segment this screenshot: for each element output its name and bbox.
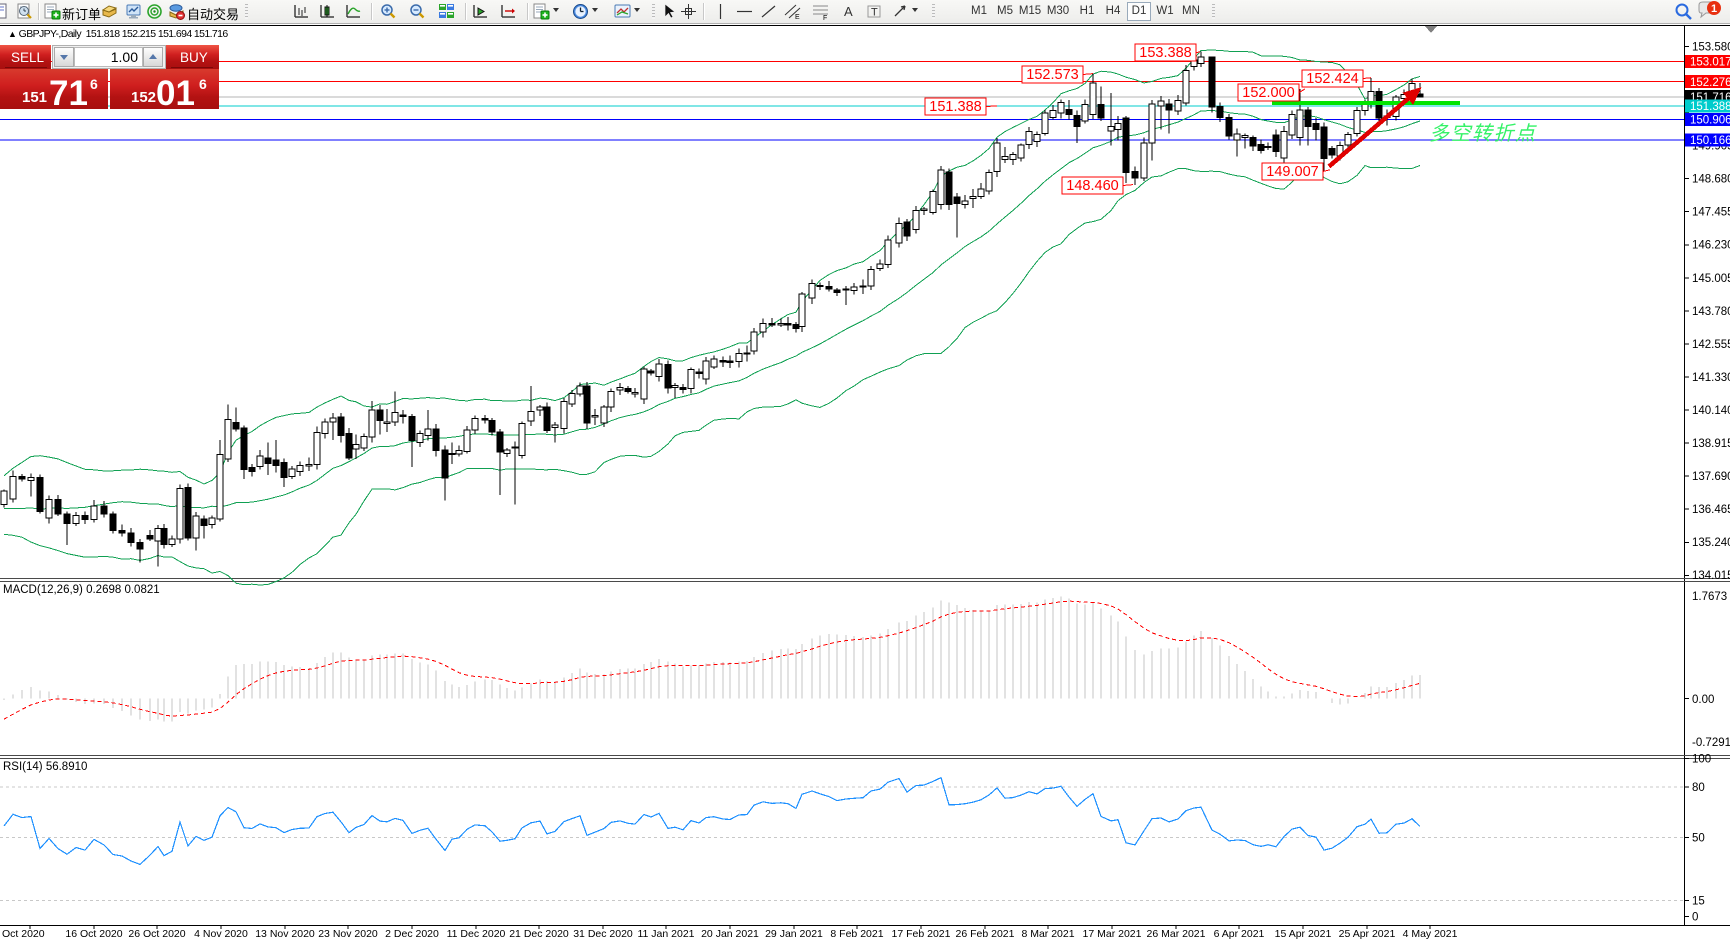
svg-text:152.424: 152.424 bbox=[1306, 71, 1358, 87]
svg-text:140.140: 140.140 bbox=[1692, 405, 1730, 417]
svg-text:26 Oct 2020: 26 Oct 2020 bbox=[128, 928, 185, 940]
svg-text:1.7673: 1.7673 bbox=[1692, 591, 1727, 603]
svg-text:16 Oct 2020: 16 Oct 2020 bbox=[65, 928, 122, 940]
svg-text:0: 0 bbox=[1692, 911, 1698, 923]
svg-text:6 Apr 2021: 6 Apr 2021 bbox=[1214, 928, 1265, 940]
svg-text:8 Mar 2021: 8 Mar 2021 bbox=[1021, 928, 1074, 940]
svg-text:T: T bbox=[871, 7, 878, 19]
svg-text:8 Feb 2021: 8 Feb 2021 bbox=[830, 928, 883, 940]
svg-text:E: E bbox=[795, 14, 800, 20]
svg-text:150.906: 150.906 bbox=[1690, 115, 1730, 127]
svg-text:多空转折点: 多空转折点 bbox=[1429, 123, 1537, 145]
svg-text:11 Jan 2021: 11 Jan 2021 bbox=[637, 928, 694, 940]
svg-text:4 Nov 2020: 4 Nov 2020 bbox=[194, 928, 248, 940]
svg-text:148.460: 148.460 bbox=[1066, 178, 1118, 194]
svg-text:4 May 2021: 4 May 2021 bbox=[1403, 928, 1458, 940]
svg-text:100: 100 bbox=[1692, 754, 1711, 766]
svg-text:A: A bbox=[844, 4, 853, 19]
svg-text:148.680: 148.680 bbox=[1692, 174, 1730, 186]
svg-text:13 Nov 2020: 13 Nov 2020 bbox=[255, 928, 315, 940]
svg-text:Oct 2020: Oct 2020 bbox=[2, 928, 45, 940]
svg-text:134.015: 134.015 bbox=[1692, 570, 1730, 582]
svg-text:153.388: 153.388 bbox=[1139, 45, 1191, 61]
svg-text:29 Jan 2021: 29 Jan 2021 bbox=[765, 928, 823, 940]
svg-text:141.330: 141.330 bbox=[1692, 372, 1730, 384]
svg-text:137.690: 137.690 bbox=[1692, 471, 1730, 483]
svg-text:1: 1 bbox=[1711, 3, 1717, 15]
svg-text:152.276: 152.276 bbox=[1690, 77, 1730, 89]
svg-text:153.017: 153.017 bbox=[1690, 57, 1730, 69]
svg-text:50: 50 bbox=[1692, 833, 1705, 845]
svg-text:80: 80 bbox=[1692, 782, 1705, 794]
svg-text:25 Apr 2021: 25 Apr 2021 bbox=[1339, 928, 1396, 940]
svg-text:15: 15 bbox=[1692, 896, 1705, 908]
svg-text:F: F bbox=[823, 15, 827, 20]
svg-text:135.240: 135.240 bbox=[1692, 537, 1730, 549]
svg-text:20 Jan 2021: 20 Jan 2021 bbox=[701, 928, 759, 940]
svg-text:31 Dec 2020: 31 Dec 2020 bbox=[573, 928, 633, 940]
svg-text:21 Dec 2020: 21 Dec 2020 bbox=[509, 928, 569, 940]
svg-text:136.465: 136.465 bbox=[1692, 504, 1730, 516]
svg-text:151.388: 151.388 bbox=[1690, 101, 1730, 113]
svg-text:143.780: 143.780 bbox=[1692, 306, 1730, 318]
svg-text:145.005: 145.005 bbox=[1692, 273, 1730, 285]
svg-text:11 Dec 2020: 11 Dec 2020 bbox=[447, 928, 506, 940]
svg-text:151.388: 151.388 bbox=[929, 99, 981, 115]
svg-text:152.573: 152.573 bbox=[1026, 67, 1078, 83]
svg-text:153.580: 153.580 bbox=[1692, 41, 1730, 53]
svg-text:138.915: 138.915 bbox=[1692, 438, 1730, 450]
svg-text:146.230: 146.230 bbox=[1692, 240, 1730, 252]
svg-text:-0.7291: -0.7291 bbox=[1692, 737, 1730, 749]
svg-text:149.007: 149.007 bbox=[1266, 164, 1318, 180]
svg-text:17 Mar 2021: 17 Mar 2021 bbox=[1083, 928, 1142, 940]
svg-text:2 Dec 2020: 2 Dec 2020 bbox=[385, 928, 439, 940]
svg-text:RSI(14) 56.8910: RSI(14) 56.8910 bbox=[3, 761, 87, 773]
svg-text:15 Apr 2021: 15 Apr 2021 bbox=[1275, 928, 1332, 940]
svg-text:0.00: 0.00 bbox=[1692, 694, 1714, 706]
svg-text:147.455: 147.455 bbox=[1692, 207, 1730, 219]
svg-text:26 Feb 2021: 26 Feb 2021 bbox=[956, 928, 1015, 940]
svg-text:152.000: 152.000 bbox=[1242, 85, 1294, 101]
svg-text:23 Nov 2020: 23 Nov 2020 bbox=[318, 928, 378, 940]
svg-text:142.555: 142.555 bbox=[1692, 339, 1730, 351]
svg-text:17 Feb 2021: 17 Feb 2021 bbox=[892, 928, 951, 940]
svg-text:26 Mar 2021: 26 Mar 2021 bbox=[1147, 928, 1206, 940]
svg-text:150.166: 150.166 bbox=[1690, 135, 1730, 147]
svg-text:MACD(12,26,9) 0.2698 0.0821: MACD(12,26,9) 0.2698 0.0821 bbox=[3, 584, 160, 596]
